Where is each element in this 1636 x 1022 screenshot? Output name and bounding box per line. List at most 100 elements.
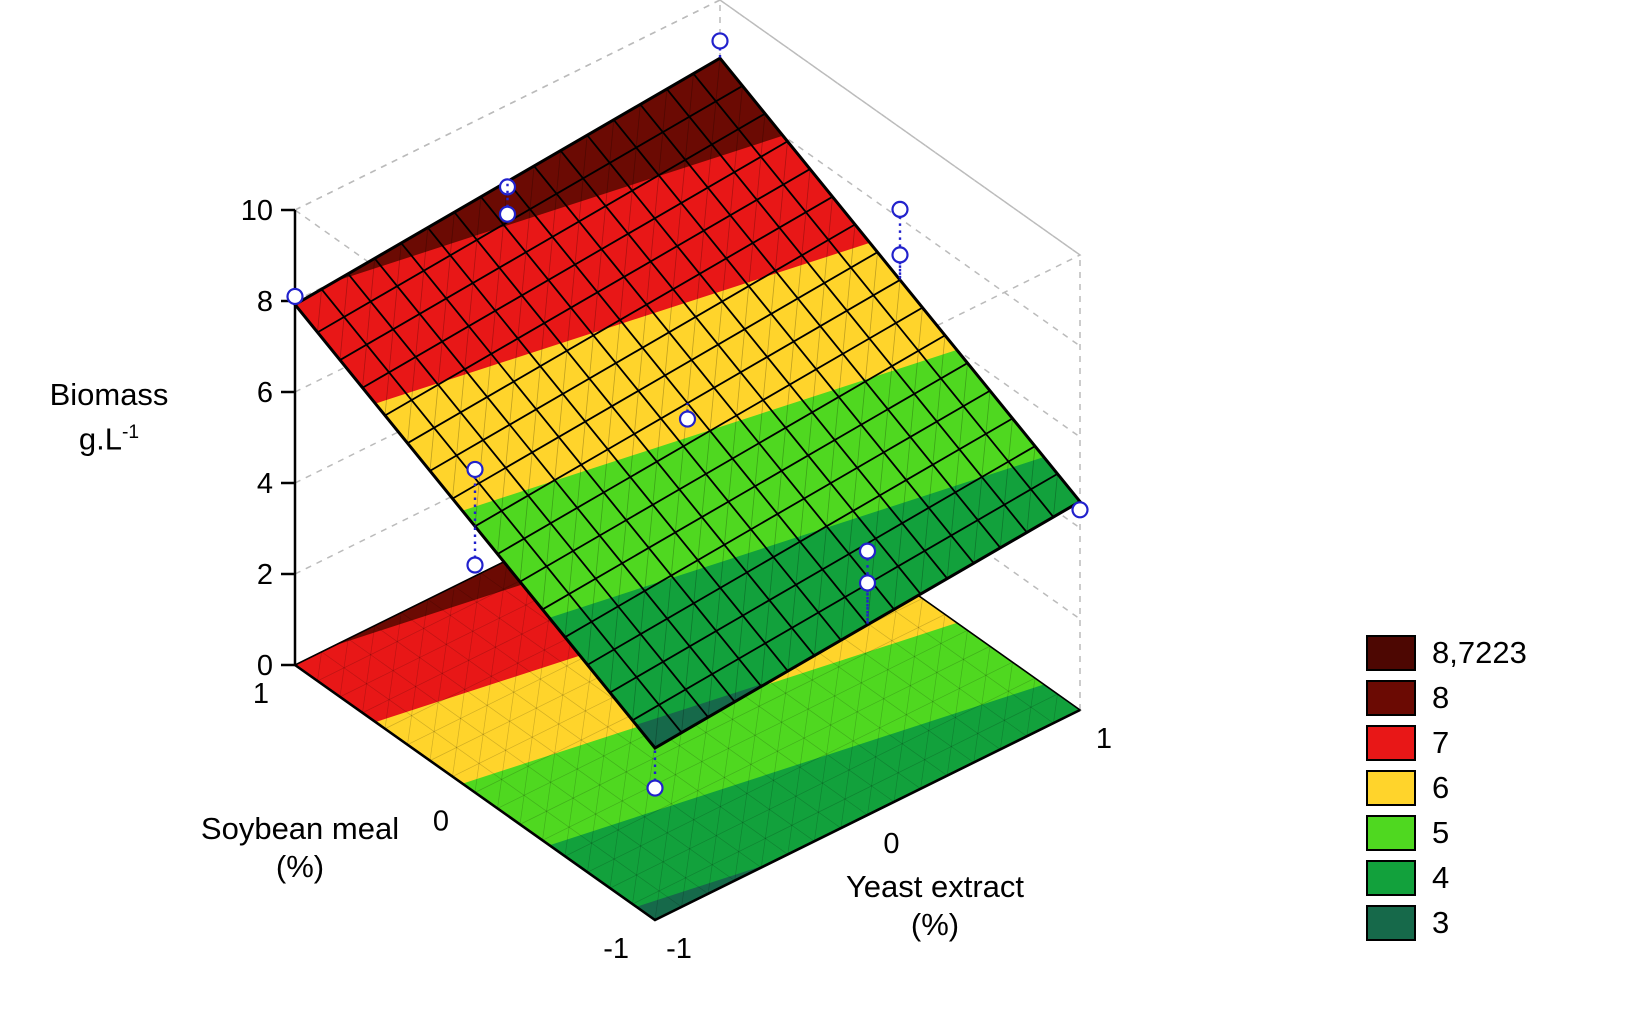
surface-mesh-line	[407, 227, 429, 444]
surface-mesh-line	[613, 119, 975, 564]
surface-mesh-line	[632, 73, 694, 721]
legend-swatch	[1366, 905, 1416, 941]
surface-mesh-line	[407, 196, 833, 444]
box-wall-gridline	[719, 0, 1081, 256]
floor-mesh-line	[587, 661, 1013, 873]
data-point	[498, 205, 517, 223]
z-axis: 10 8 6 4 2 0	[241, 195, 297, 682]
fitted-surface	[292, 56, 1083, 750]
floor-mesh-line	[321, 651, 682, 908]
floor-mesh-line	[519, 614, 946, 825]
floor-mesh-line	[374, 625, 735, 881]
data-point	[466, 460, 484, 479]
surface-mesh-line	[1053, 473, 1058, 518]
surface-mesh-line	[559, 150, 922, 595]
floor-mesh-line	[384, 612, 402, 729]
surface-mesh-line	[840, 252, 878, 641]
legend-label: 4	[1432, 860, 1450, 895]
z-tick-label: 2	[257, 559, 273, 591]
surface-mesh-line	[707, 113, 766, 718]
z-axis-title-line1: Biomass	[49, 377, 169, 412]
floor-mesh-line	[407, 599, 429, 745]
surface-mesh-line	[564, 119, 615, 638]
surface-mesh-line	[867, 279, 901, 625]
surface-mesh-line	[533, 165, 895, 610]
floor-mesh-line	[946, 630, 968, 776]
floor-mesh-line	[429, 586, 455, 761]
z-axis-title: Biomass g.L-1	[24, 376, 194, 458]
soybean-axis-title-line1: Soybean meal	[200, 811, 400, 846]
surface-mesh-line	[384, 168, 811, 417]
floor-mesh-line	[632, 693, 1058, 905]
surface-mesh-line	[587, 104, 641, 665]
legend-item: 8	[1366, 680, 1527, 716]
surface-mesh-line	[586, 134, 948, 580]
z-tick-label: 8	[257, 286, 273, 318]
floor-mesh-line	[317, 651, 322, 681]
data-points	[286, 32, 1089, 797]
floor-tick-labels: 1 0 -1 -1 0 1	[253, 678, 1112, 965]
floor-mesh-line	[564, 645, 991, 857]
soybean-tick-label: 0	[433, 806, 449, 838]
floor-mesh-line	[339, 638, 349, 697]
surface-mesh-line	[542, 135, 588, 610]
z-tick-label: 4	[257, 468, 273, 500]
legend-swatch	[1366, 770, 1416, 806]
surface-mesh-line	[813, 224, 856, 656]
surface-mesh-line	[384, 243, 402, 416]
floor-mesh-line	[401, 612, 762, 868]
surface-mesh-line	[429, 212, 455, 471]
floor-mesh-line	[867, 582, 901, 816]
legend-label: 8,7223	[1432, 635, 1527, 670]
data-point	[891, 200, 909, 218]
z-axis-title-superscript: -1	[122, 422, 140, 443]
data-point	[891, 246, 909, 264]
yeast-axis-title-line1: Yeast extract	[845, 869, 1025, 904]
floor-mesh-line	[427, 599, 789, 855]
surface-mesh-line	[339, 112, 766, 361]
surface-mesh-line	[609, 89, 668, 693]
legend-item: 5	[1366, 815, 1527, 851]
floor-mesh-line	[973, 646, 991, 763]
floor-mesh-line	[347, 638, 709, 895]
floor-mesh-line	[1053, 694, 1058, 724]
legend-swatch	[1366, 680, 1416, 716]
z-tick-label: 0	[257, 650, 273, 682]
surface-mesh-line	[734, 141, 788, 702]
z-tick-label: 6	[257, 377, 273, 409]
floor-mesh-line	[474, 559, 508, 793]
surface-mesh-line	[893, 307, 923, 610]
legend-swatch	[1366, 635, 1416, 671]
yeast-axis-title-line2: (%)	[910, 907, 960, 942]
legend-item: 6	[1366, 770, 1527, 806]
legend-label: 8	[1432, 680, 1450, 715]
legend-label: 5	[1432, 815, 1450, 850]
yeast-tick-label: -1	[666, 933, 692, 965]
surface-mesh-line	[692, 73, 1055, 518]
legend-label: 3	[1432, 905, 1450, 940]
surface-mesh-line	[681, 85, 743, 733]
floor-mesh-line	[920, 614, 946, 789]
z-axis-title-line2: g.L	[78, 421, 123, 457]
legend-item: 8,7223	[1366, 635, 1527, 671]
legend: 8,7223 8 7 6 5 4 3	[1366, 635, 1527, 951]
surface-mesh-line	[946, 363, 968, 579]
data-point	[711, 32, 729, 50]
legend-label: 7	[1432, 725, 1450, 760]
surface-mesh-line	[973, 390, 991, 564]
surface-mesh-line	[519, 150, 562, 582]
legend-swatch	[1366, 725, 1416, 761]
z-tick-label: 10	[241, 195, 273, 227]
data-point	[286, 287, 304, 306]
surface-mesh-line	[760, 169, 811, 687]
legend-item: 4	[1366, 860, 1527, 896]
surface-mesh-line	[339, 273, 349, 361]
surface-mesh-line	[666, 88, 1028, 533]
surface-mesh-line	[639, 103, 1002, 549]
yeast-axis-title: Yeast extract (%)	[795, 868, 1075, 944]
soybean-tick-label: -1	[603, 933, 629, 965]
yeast-tick-label: 0	[883, 828, 899, 860]
data-point	[858, 574, 877, 592]
surface-mesh-line	[317, 85, 743, 334]
